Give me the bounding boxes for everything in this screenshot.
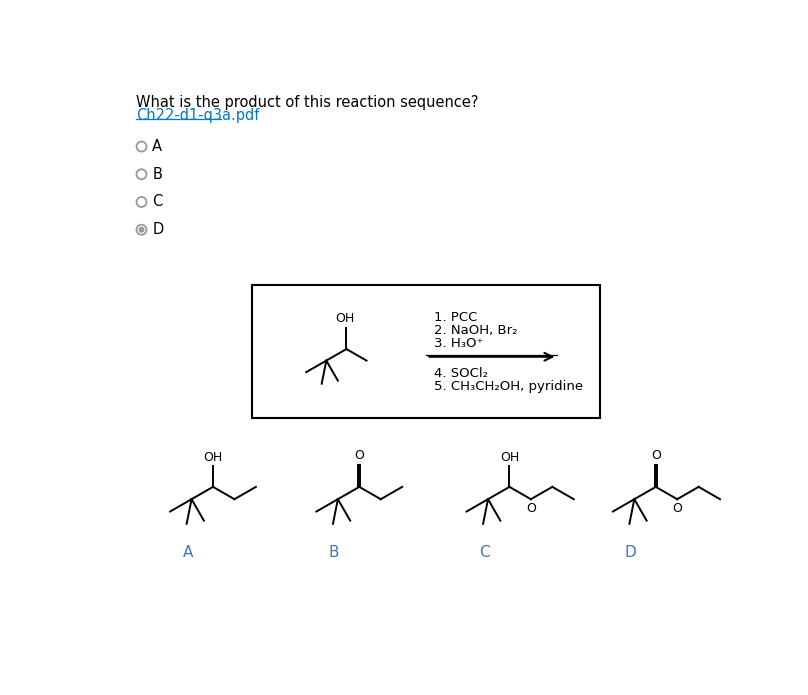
Text: O: O	[672, 502, 682, 514]
Text: OH: OH	[335, 312, 355, 325]
Text: O: O	[650, 450, 661, 462]
Text: OH: OH	[204, 450, 223, 464]
Text: What is the product of this reaction sequence?: What is the product of this reaction seq…	[136, 95, 478, 110]
Text: A: A	[152, 139, 162, 154]
Circle shape	[139, 227, 144, 232]
Text: 1. PCC: 1. PCC	[434, 311, 478, 324]
Text: 3. H₃O⁺: 3. H₃O⁺	[434, 337, 483, 350]
Text: 4. SOCl₂: 4. SOCl₂	[434, 367, 488, 379]
Text: 2. NaOH, Br₂: 2. NaOH, Br₂	[434, 324, 518, 336]
Text: Ch22-d1-q3a.pdf: Ch22-d1-q3a.pdf	[136, 108, 259, 123]
Text: D: D	[152, 222, 163, 237]
Text: A: A	[183, 546, 193, 560]
Text: 5. CH₃CH₂OH, pyridine: 5. CH₃CH₂OH, pyridine	[434, 380, 583, 393]
Text: O: O	[355, 450, 364, 462]
Text: B: B	[329, 546, 339, 560]
Text: C: C	[479, 546, 490, 560]
Bar	[251, 285, 600, 418]
Text: D: D	[625, 546, 637, 560]
Text: O: O	[526, 502, 536, 514]
Text: C: C	[152, 195, 162, 209]
Text: OH: OH	[500, 450, 519, 464]
Text: B: B	[152, 167, 162, 182]
